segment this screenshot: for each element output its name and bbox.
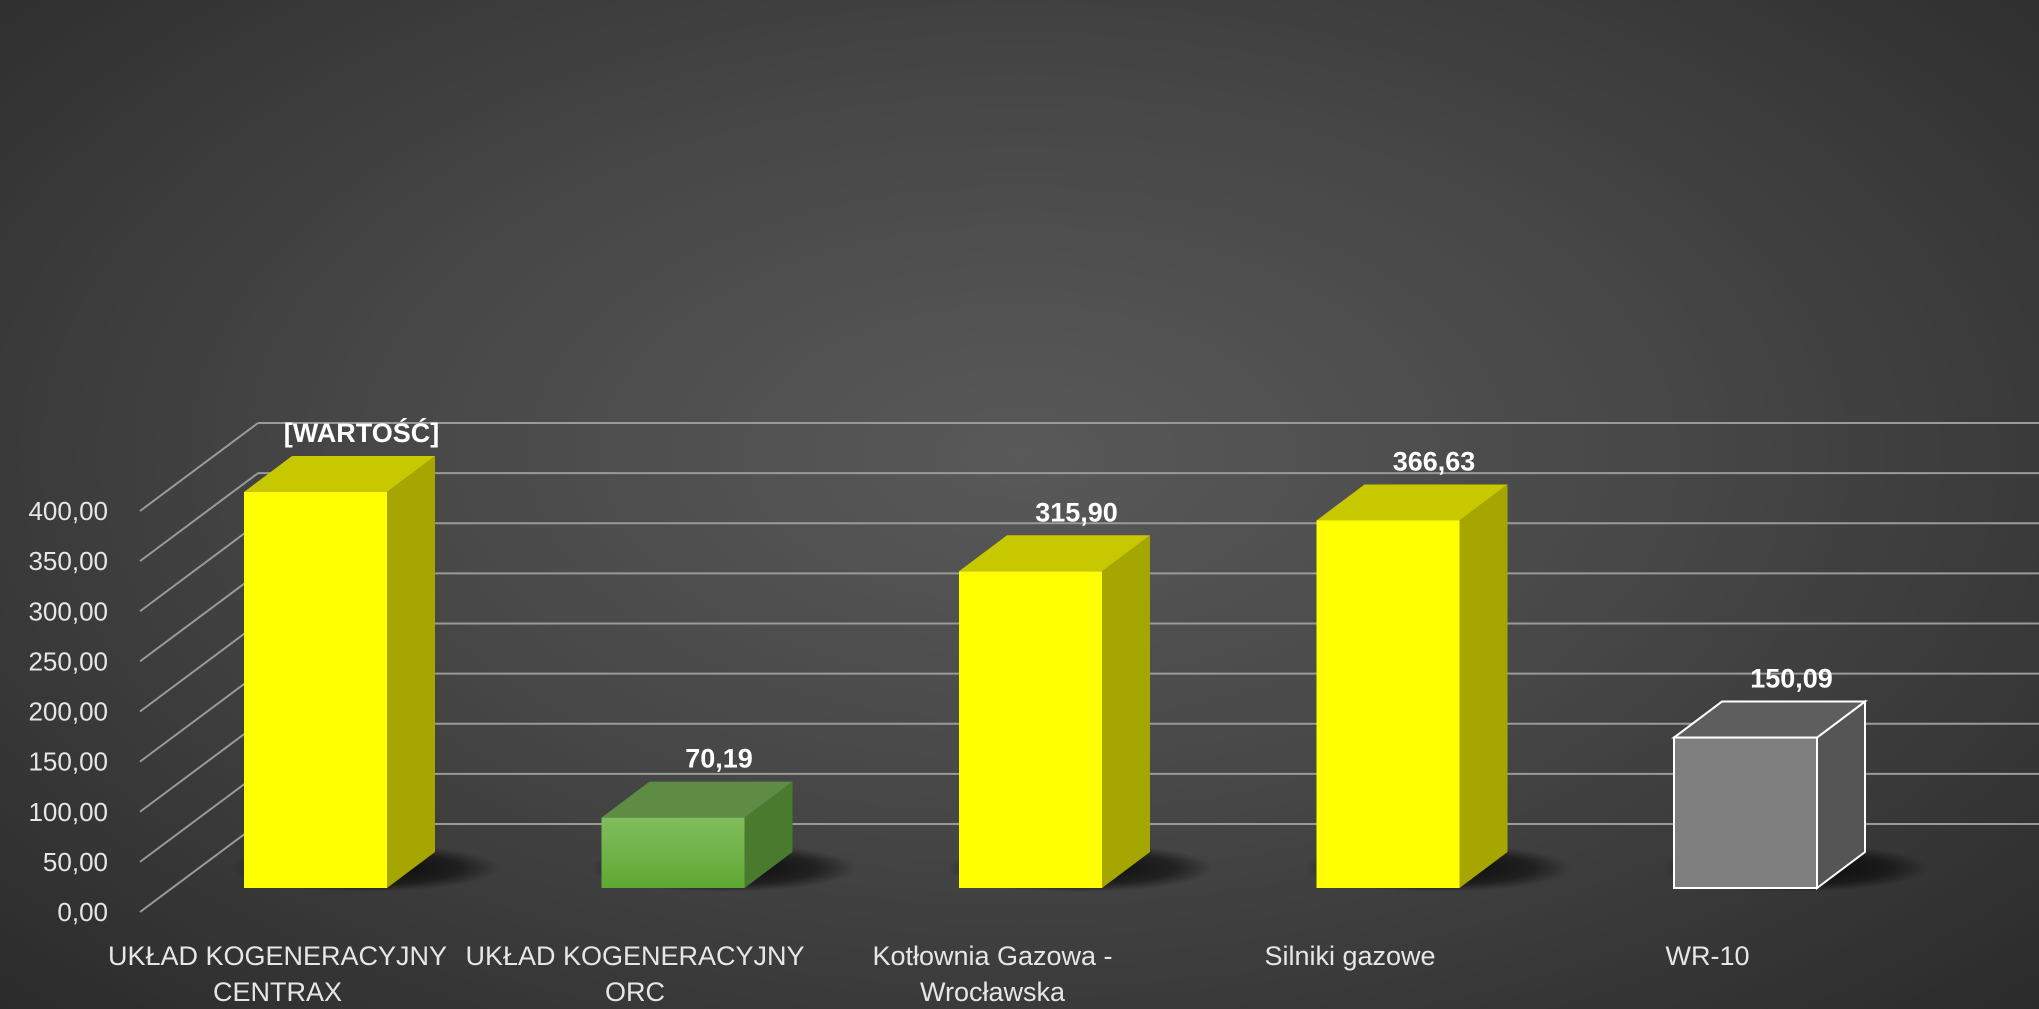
bar: [601, 781, 793, 888]
y-tick-label: 350,00: [28, 546, 108, 576]
bar-front: [1673, 736, 1818, 890]
gridline-diagonal: [139, 622, 259, 713]
y-tick-label: 100,00: [28, 797, 108, 827]
x-tick-label: Kotłownia Gazowa -: [872, 941, 1112, 971]
data-label: 315,90: [1035, 497, 1118, 527]
bar: [244, 456, 435, 888]
bar-front: [601, 817, 745, 888]
bars: [244, 456, 1868, 890]
data-label: 366,63: [1393, 446, 1476, 476]
y-tick-label: 0,00: [57, 897, 108, 927]
x-tick-label: ORC: [605, 977, 665, 1007]
x-tick-label: WR-10: [1665, 941, 1749, 971]
gridline-diagonal: [139, 572, 259, 663]
y-axis-ticks: 0,00 50,00 100,00 150,00 200,00 250,00 300,00 3…: [28, 496, 108, 927]
gridline-diagonal: [139, 672, 259, 763]
bar-top: [1316, 484, 1508, 521]
x-tick-label: Silniki gazowe: [1264, 941, 1435, 971]
bar-front: [1316, 520, 1460, 888]
gridline-diagonal: [139, 522, 259, 613]
gridline-diagonal: [139, 773, 259, 863]
gridline-diagonal: [139, 422, 259, 512]
bar-top: [601, 781, 793, 818]
data-labels: [WARTOŚĆ] 70,19 315,90 366,63 150,09: [284, 417, 1833, 774]
bar-side: [1102, 535, 1150, 888]
y-tick-label: 300,00: [28, 596, 108, 626]
y-tick-label: 200,00: [28, 697, 108, 727]
x-tick-label: Wrocławska: [920, 977, 1066, 1007]
bar-side: [744, 781, 793, 888]
x-tick-label: UKŁAD KOGENERACYJNY: [465, 941, 804, 971]
data-label: 70,19: [685, 744, 753, 774]
x-axis-labels: UKŁAD KOGENERACYJNY CENTRAX UKŁAD KOGENERA…: [108, 941, 1750, 1007]
bar-side: [1459, 484, 1508, 888]
x-tick-label: UKŁAD KOGENERACYJNY: [108, 941, 447, 971]
bar-side: [387, 456, 435, 888]
y-tick-label: 50,00: [43, 847, 108, 877]
bar-top: [959, 535, 1150, 572]
gridline-diagonal: [139, 722, 259, 813]
bar-front: [244, 492, 387, 888]
data-label: 150,09: [1750, 664, 1833, 694]
bar: [959, 535, 1150, 888]
bar-top: [244, 456, 435, 493]
y-tick-label: 150,00: [28, 747, 108, 777]
y-tick-label: 400,00: [28, 496, 108, 526]
gridline-diagonal: [139, 823, 259, 913]
x-tick-label: CENTRAX: [213, 977, 342, 1007]
data-label: [WARTOŚĆ]: [284, 417, 440, 448]
bar-front: [959, 571, 1102, 888]
bar: [1671, 699, 1868, 890]
bar: [1316, 484, 1508, 888]
y-tick-label: 250,00: [28, 646, 108, 676]
gridline-diagonal: [139, 472, 259, 562]
